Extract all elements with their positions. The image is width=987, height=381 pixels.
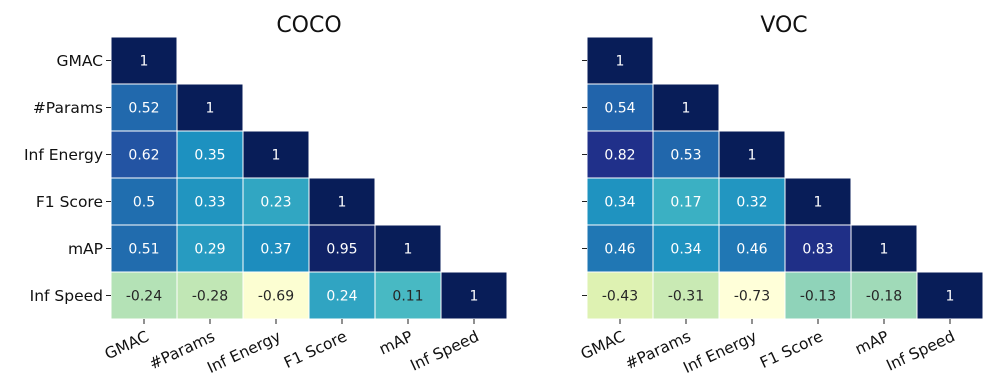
coco-cell-f1-score-params xyxy=(176,177,244,226)
voc-x-tick-label-map: mAP xyxy=(852,327,891,358)
voc-cell-f1-score-f1-score xyxy=(784,177,852,226)
voc-cell-value-gmac-gmac: 1 xyxy=(616,54,625,70)
coco-panel-title: COCO xyxy=(276,13,341,38)
coco-x-tick-label-gmac: GMAC xyxy=(102,327,152,363)
coco-cell-value-params-params: 1 xyxy=(206,101,215,117)
voc-x-tick-label-gmac: GMAC xyxy=(578,327,628,363)
coco-cell-value-map-inf-energy: 0.37 xyxy=(260,242,291,258)
coco-cell-value-inf-speed-params: -0.28 xyxy=(192,289,228,305)
coco-cell-value-inf-speed-inf-speed: 1 xyxy=(470,289,479,305)
voc-cell-value-inf-energy-gmac: 0.82 xyxy=(604,148,635,164)
voc-cell-map-f1-score xyxy=(784,224,852,273)
voc-cell-f1-score-gmac xyxy=(586,177,654,226)
voc-cell-value-map-map: 1 xyxy=(880,242,889,258)
voc-cell-map-params xyxy=(652,224,720,273)
voc-cell-inf-speed-params xyxy=(652,271,720,320)
voc-cell-value-inf-speed-inf-energy: -0.73 xyxy=(734,289,770,305)
voc-cell-value-map-f1-score: 0.83 xyxy=(802,242,833,258)
voc-cell-value-inf-speed-f1-score: -0.13 xyxy=(800,289,836,305)
voc-cell-value-params-gmac: 0.54 xyxy=(604,101,635,117)
coco-cell-value-f1-score-inf-energy: 0.23 xyxy=(260,195,291,211)
coco-y-tick-label-gmac: GMAC xyxy=(56,52,103,70)
voc-cell-value-inf-energy-params: 0.53 xyxy=(670,148,701,164)
coco-x-tick-label-f1-score: F1 Score xyxy=(281,327,349,372)
coco-cell-inf-speed-inf-energy xyxy=(242,271,310,320)
voc-cell-value-f1-score-params: 0.17 xyxy=(670,195,701,211)
coco-cell-value-map-map: 1 xyxy=(404,242,413,258)
voc-panel-title: VOC xyxy=(760,13,807,38)
voc-heatmap-panel: VOC 1 0.54 1 0.82 0.53 1 0.34 0.17 0.32 1 0.46 0.34… xyxy=(578,13,984,377)
coco-cell-inf-energy-inf-energy xyxy=(242,130,310,179)
coco-cell-value-gmac-gmac: 1 xyxy=(140,54,149,70)
coco-cell-value-f1-score-params: 0.33 xyxy=(194,195,225,211)
coco-y-tick-label-map: mAP xyxy=(68,240,103,258)
voc-cell-f1-score-inf-energy xyxy=(718,177,786,226)
voc-cell-value-inf-speed-params: -0.31 xyxy=(668,289,704,305)
voc-cell-value-inf-speed-inf-speed: 1 xyxy=(946,289,955,305)
coco-cell-value-inf-energy-params: 0.35 xyxy=(194,148,225,164)
coco-cell-value-map-params: 0.29 xyxy=(194,242,225,258)
coco-x-tick-label-map: mAP xyxy=(376,327,415,358)
voc-cell-inf-speed-map xyxy=(850,271,918,320)
coco-cell-value-inf-energy-inf-energy: 1 xyxy=(272,148,281,164)
voc-cell-inf-speed-inf-energy xyxy=(718,271,786,320)
coco-y-tick-label-inf-speed: Inf Speed xyxy=(30,287,103,305)
coco-cell-inf-speed-params xyxy=(176,271,244,320)
coco-cell-value-map-f1-score: 0.95 xyxy=(326,242,357,258)
coco-cell-value-f1-score-gmac: 0.5 xyxy=(133,195,155,211)
coco-cell-inf-speed-map xyxy=(374,271,442,320)
coco-cell-value-inf-energy-gmac: 0.62 xyxy=(128,148,159,164)
coco-cell-value-inf-speed-f1-score: 0.24 xyxy=(326,289,357,305)
coco-cell-inf-speed-f1-score xyxy=(308,271,376,320)
coco-cell-value-params-gmac: 0.52 xyxy=(128,101,159,117)
voc-cell-value-f1-score-f1-score: 1 xyxy=(814,195,823,211)
voc-cell-inf-energy-inf-energy xyxy=(718,130,786,179)
voc-cell-value-map-gmac: 0.46 xyxy=(604,242,635,258)
coco-cell-map-f1-score xyxy=(308,224,376,273)
coco-cell-map-params xyxy=(176,224,244,273)
voc-x-tick-label-inf-energy: Inf Energy xyxy=(680,327,759,377)
voc-cell-value-f1-score-inf-energy: 0.32 xyxy=(736,195,767,211)
coco-cell-params-gmac xyxy=(110,83,178,132)
voc-cell-value-f1-score-gmac: 0.34 xyxy=(604,195,635,211)
coco-y-tick-label-params: #Params xyxy=(33,99,103,117)
voc-cell-value-params-params: 1 xyxy=(682,101,691,117)
coco-x-tick-label-inf-speed: Inf Speed xyxy=(408,327,482,374)
coco-cell-value-inf-speed-gmac: -0.24 xyxy=(126,289,162,305)
voc-cell-value-map-params: 0.34 xyxy=(670,242,701,258)
coco-cell-value-map-gmac: 0.51 xyxy=(128,242,159,258)
voc-cell-params-params xyxy=(652,83,720,132)
coco-cell-params-params xyxy=(176,83,244,132)
voc-x-tick-label-f1-score: F1 Score xyxy=(757,327,825,372)
voc-cell-value-inf-speed-map: -0.18 xyxy=(866,289,902,305)
voc-cell-value-inf-speed-gmac: -0.43 xyxy=(602,289,638,305)
voc-x-tick-label-inf-speed: Inf Speed xyxy=(884,327,958,374)
coco-cell-value-inf-speed-map: 0.11 xyxy=(392,289,423,305)
coco-y-tick-label-f1-score: F1 Score xyxy=(36,193,103,211)
coco-cell-f1-score-f1-score xyxy=(308,177,376,226)
coco-cell-value-f1-score-f1-score: 1 xyxy=(338,195,347,211)
coco-x-tick-label-inf-energy: Inf Energy xyxy=(204,327,283,377)
coco-cell-inf-speed-inf-speed xyxy=(440,271,508,320)
coco-y-tick-label-inf-energy: Inf Energy xyxy=(24,146,103,164)
coco-cell-value-inf-speed-inf-energy: -0.69 xyxy=(258,289,294,305)
voc-cell-value-map-inf-energy: 0.46 xyxy=(736,242,767,258)
coco-heatmap-panel: COCO 1 0.52 1 0.62 0.35 1 0.5 0.33 0.23 1 0.51 0.29… xyxy=(24,13,508,377)
coco-cell-gmac-gmac xyxy=(110,36,178,85)
voc-cell-value-inf-energy-inf-energy: 1 xyxy=(748,148,757,164)
voc-cell-gmac-gmac xyxy=(586,36,654,85)
